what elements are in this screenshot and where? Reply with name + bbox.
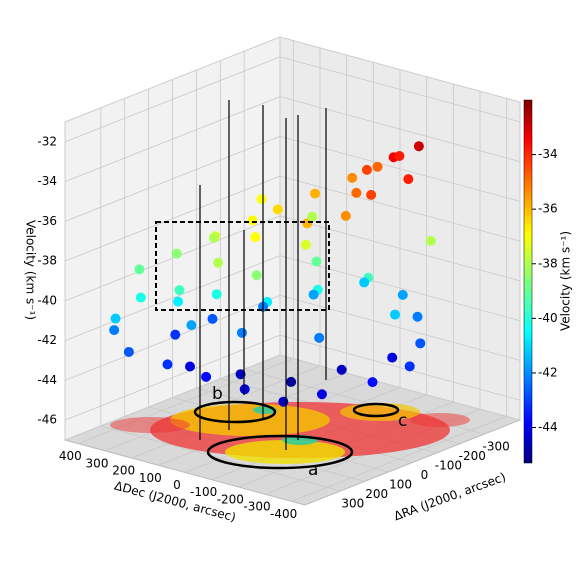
point bbox=[236, 327, 247, 338]
z-axis-label: Velocity (km s⁻¹) bbox=[24, 220, 38, 320]
point bbox=[397, 289, 408, 300]
highlight-box bbox=[155, 221, 330, 311]
point bbox=[403, 174, 414, 185]
x-tick-label: 400 bbox=[59, 449, 82, 463]
point bbox=[170, 329, 181, 340]
point bbox=[207, 313, 218, 324]
z-tick-label: -44 bbox=[37, 373, 57, 387]
point bbox=[278, 396, 289, 407]
point bbox=[390, 309, 400, 320]
point bbox=[123, 346, 134, 357]
point bbox=[251, 270, 262, 281]
y-tick-label: 0 bbox=[421, 468, 429, 482]
colorbar-tick-label: -44 bbox=[538, 420, 558, 434]
point bbox=[394, 151, 405, 162]
y-tick-label: 200 bbox=[365, 487, 388, 501]
point bbox=[110, 313, 121, 324]
annotation: c bbox=[398, 411, 407, 431]
x-tick-label: 300 bbox=[86, 456, 109, 470]
z-tick-label: -34 bbox=[37, 174, 57, 188]
z-tick-label: -40 bbox=[37, 293, 57, 307]
colorbar-tick-label: -40 bbox=[538, 311, 558, 325]
point bbox=[311, 256, 322, 267]
point bbox=[186, 320, 197, 331]
z-tick-label: -32 bbox=[37, 134, 57, 148]
point bbox=[336, 364, 347, 375]
point bbox=[351, 187, 362, 198]
y-tick-label: 300 bbox=[341, 496, 364, 510]
point bbox=[415, 338, 426, 349]
colorbar-ticks: -34 -36 -38 -40 -42 -44 bbox=[532, 147, 558, 434]
point bbox=[413, 141, 424, 152]
point bbox=[404, 361, 415, 372]
point bbox=[211, 289, 222, 300]
point bbox=[185, 361, 195, 372]
x-tick-label: -100 bbox=[190, 485, 217, 499]
colorbar bbox=[523, 99, 533, 464]
axis-ticks: -32-34-36-38-40-42-44-464003002001000-10… bbox=[37, 134, 509, 521]
point bbox=[412, 311, 423, 322]
point bbox=[208, 232, 219, 243]
point bbox=[109, 325, 120, 336]
z-tick-label: -46 bbox=[37, 413, 57, 427]
colorbar-tick-label: -34 bbox=[538, 147, 558, 161]
annotation: b bbox=[212, 384, 223, 404]
point bbox=[173, 296, 184, 307]
point bbox=[235, 369, 246, 380]
x-tick-label: 100 bbox=[139, 471, 162, 485]
panes bbox=[63, 36, 522, 506]
point bbox=[308, 289, 319, 300]
point bbox=[340, 210, 351, 221]
colorbar-tick-label: -38 bbox=[538, 256, 558, 270]
point bbox=[372, 161, 383, 172]
y-tick-label: -100 bbox=[435, 459, 462, 473]
y-tick-label: 100 bbox=[389, 477, 412, 491]
point bbox=[367, 377, 378, 388]
source-lines bbox=[199, 100, 327, 450]
point bbox=[286, 376, 297, 387]
point bbox=[272, 204, 283, 215]
point bbox=[347, 172, 358, 183]
point bbox=[307, 211, 318, 222]
point bbox=[162, 359, 173, 370]
x-tick-label: -400 bbox=[270, 507, 297, 521]
point bbox=[239, 384, 250, 395]
y-tick-label: -300 bbox=[483, 440, 510, 454]
point bbox=[135, 292, 146, 303]
point bbox=[171, 248, 182, 259]
point bbox=[134, 264, 145, 275]
y-tick-label: -200 bbox=[459, 449, 486, 463]
point bbox=[359, 277, 370, 288]
point bbox=[247, 215, 258, 226]
x-tick-label: -300 bbox=[243, 500, 270, 514]
x-tick-label: 0 bbox=[173, 478, 181, 492]
point bbox=[250, 232, 261, 243]
z-tick-label: -36 bbox=[37, 214, 57, 228]
point bbox=[201, 371, 212, 382]
region-ellipses bbox=[193, 400, 400, 470]
colorbar-tick-label: -42 bbox=[538, 365, 558, 379]
point bbox=[213, 257, 224, 268]
annotation: a bbox=[308, 460, 318, 480]
point bbox=[310, 188, 320, 199]
points bbox=[109, 141, 436, 407]
point bbox=[314, 332, 325, 343]
point bbox=[256, 194, 267, 205]
grid-line bbox=[100, 425, 341, 492]
point bbox=[387, 352, 398, 363]
z-tick-label: -42 bbox=[37, 333, 57, 347]
x-tick-label: -200 bbox=[217, 492, 244, 506]
point bbox=[300, 239, 311, 250]
point bbox=[174, 285, 185, 296]
point bbox=[425, 235, 436, 246]
point bbox=[361, 164, 372, 175]
colorbar-label: Velocity (km s⁻¹) bbox=[559, 231, 573, 331]
x-tick-label: 200 bbox=[112, 464, 135, 478]
z-tick-label: -38 bbox=[37, 254, 57, 268]
point bbox=[366, 189, 377, 200]
colorbar-tick-label: -36 bbox=[538, 202, 558, 216]
point bbox=[316, 389, 327, 400]
